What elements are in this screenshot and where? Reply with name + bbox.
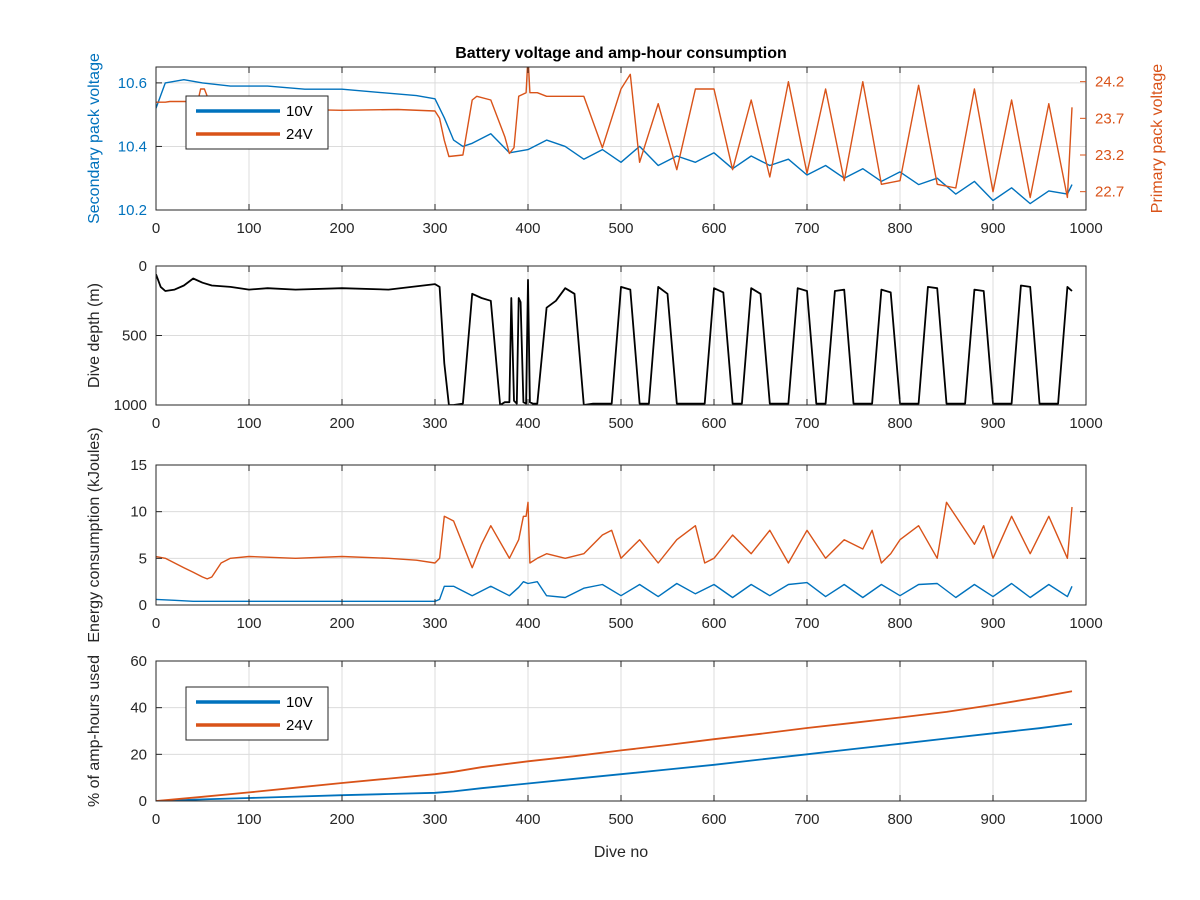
y-tick-label: 500 — [122, 328, 147, 345]
y-tick-label: 10.4 — [118, 138, 147, 155]
x-tick-label: 700 — [794, 615, 819, 632]
x-tick-label: 500 — [608, 415, 633, 432]
legend-label: 24V — [286, 126, 313, 143]
x-tick-label: 200 — [329, 615, 354, 632]
y-tick-label: 5 — [139, 550, 147, 567]
legend-label: 24V — [286, 717, 313, 734]
y-tick-label: 0 — [139, 258, 147, 275]
x-tick-label: 800 — [887, 811, 912, 828]
y-tick-label: 60 — [130, 653, 147, 670]
x-tick-label: 300 — [422, 811, 447, 828]
x-tick-label: 600 — [701, 220, 726, 237]
x-tick-label: 500 — [608, 220, 633, 237]
y-right-tick-label: 23.7 — [1095, 110, 1124, 127]
y-axis-label: Energy consumption (kJoules) — [86, 427, 103, 642]
panel-energy: 0 100 200 300 400 500 600 700 800 900 1000 0 5 10 15 En… — [86, 427, 1103, 642]
x-tick-label: 500 — [608, 615, 633, 632]
chart-title: Battery voltage and amp-hour consumption — [455, 45, 787, 62]
x-tick-label: 700 — [794, 811, 819, 828]
x-tick-label: 200 — [329, 415, 354, 432]
y-axis-label: Secondary pack voltage — [86, 53, 103, 224]
x-tick-label: 1000 — [1069, 615, 1102, 632]
y-tick-label: 10.6 — [118, 75, 147, 92]
x-tick-label: 600 — [701, 811, 726, 828]
panel-voltage: 0 100 200 300 400 500 600 700 800 900 1000 10.2 10.4… — [86, 45, 1166, 237]
y-tick-label: 15 — [130, 457, 147, 474]
y-tick-label: 20 — [130, 746, 147, 763]
x-tick-label: 900 — [980, 220, 1005, 237]
x-tick-label: 0 — [152, 415, 160, 432]
x-tick-label: 300 — [422, 220, 447, 237]
x-tick-label: 0 — [152, 811, 160, 828]
legend-label: 10V — [286, 694, 313, 711]
panel-depth: 0 100 200 300 400 500 600 700 800 900 1000 0 500 1000… — [86, 258, 1103, 432]
x-tick-label: 600 — [701, 615, 726, 632]
y-right-tick-label: 24.2 — [1095, 74, 1124, 91]
x-tick-label: 700 — [794, 415, 819, 432]
x-tick-label: 100 — [236, 415, 261, 432]
x-tick-label: 1000 — [1069, 220, 1102, 237]
x-tick-label: 0 — [152, 615, 160, 632]
legend-label: 10V — [286, 103, 313, 120]
x-tick-label: 800 — [887, 220, 912, 237]
series-line-10v — [156, 581, 1073, 602]
x-tick-label: 700 — [794, 220, 819, 237]
x-tick-label: 500 — [608, 811, 633, 828]
x-tick-label: 400 — [515, 220, 540, 237]
series-line-24v — [156, 690, 1073, 801]
y-axis-label: % of amp-hours used — [86, 655, 103, 807]
x-tick-label: 200 — [329, 220, 354, 237]
y-tick-label: 0 — [139, 597, 147, 614]
y-tick-label: 10 — [130, 504, 147, 521]
y-tick-label: 1000 — [114, 397, 147, 414]
x-tick-label: 100 — [236, 220, 261, 237]
x-tick-label: 400 — [515, 615, 540, 632]
x-tick-label: 1000 — [1069, 811, 1102, 828]
x-tick-label: 600 — [701, 415, 726, 432]
y-axis-label: Dive depth (m) — [86, 283, 103, 388]
x-tick-label: 900 — [980, 415, 1005, 432]
x-tick-label: 0 — [152, 220, 160, 237]
x-tick-label: 800 — [887, 615, 912, 632]
legend-box — [185, 95, 329, 150]
y-tick-label: 10.2 — [118, 202, 147, 219]
series-line-depth — [156, 273, 1073, 405]
x-tick-label: 400 — [515, 415, 540, 432]
x-tick-label: 300 — [422, 415, 447, 432]
y-tick-label: 40 — [130, 700, 147, 717]
x-tick-label: 100 — [236, 615, 261, 632]
x-axis-label: Dive no — [594, 844, 648, 861]
series-line-10v — [156, 723, 1073, 801]
panel-amphours: 0 100 200 300 400 500 600 700 800 900 1000 0 20 40 60%… — [86, 653, 1103, 861]
x-tick-label: 200 — [329, 811, 354, 828]
x-tick-label: 800 — [887, 415, 912, 432]
y-right-tick-label: 22.7 — [1095, 184, 1124, 201]
legend-box — [185, 686, 329, 741]
y-right-axis-label: Primary pack voltage — [1149, 64, 1166, 213]
y-tick-label: 0 — [139, 793, 147, 810]
x-tick-label: 300 — [422, 615, 447, 632]
x-tick-label: 900 — [980, 811, 1005, 828]
x-tick-label: 900 — [980, 615, 1005, 632]
x-tick-label: 100 — [236, 811, 261, 828]
y-right-tick-label: 23.2 — [1095, 147, 1124, 164]
series-line-24v — [156, 501, 1073, 580]
x-tick-label: 1000 — [1069, 415, 1102, 432]
series-line-10v — [156, 79, 1073, 205]
x-tick-label: 400 — [515, 811, 540, 828]
